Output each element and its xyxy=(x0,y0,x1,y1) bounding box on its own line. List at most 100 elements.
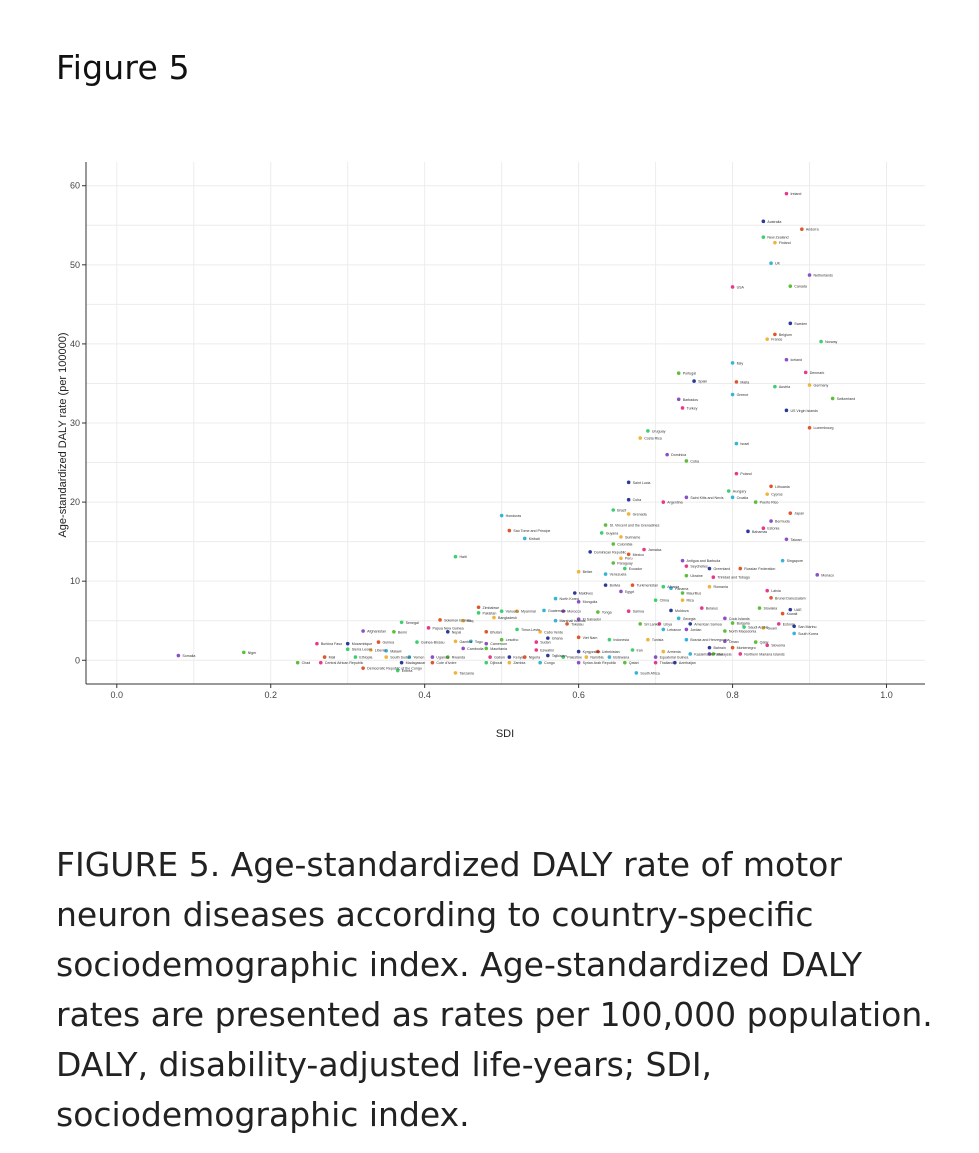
data-point xyxy=(684,459,689,463)
point-label: Viet Nam xyxy=(583,636,598,640)
point-label: Syrian Arab Republic xyxy=(583,661,617,665)
point-label: South Africa xyxy=(640,671,659,675)
data-point xyxy=(626,552,631,557)
data-point xyxy=(734,471,739,476)
point-label: Solomon Islands xyxy=(444,618,471,622)
data-point xyxy=(676,371,681,375)
data-point xyxy=(538,660,542,665)
point-label: Palestine xyxy=(567,656,582,660)
point-label: Canada xyxy=(794,285,807,289)
point-label: USA xyxy=(737,285,745,289)
point-label: Marshall Islands xyxy=(560,619,586,623)
data-point xyxy=(680,406,685,410)
data-point xyxy=(807,425,812,430)
data-point xyxy=(619,589,623,594)
data-point xyxy=(484,660,489,665)
point-label: Rwanda xyxy=(452,656,465,660)
point-label: Dominica xyxy=(671,453,686,457)
point-label: Grenada xyxy=(633,512,647,516)
data-point xyxy=(653,660,658,665)
data-point xyxy=(407,655,412,659)
point-label: Sudan xyxy=(540,641,550,645)
chart-svg: 0.0 0.2 0.4 0.6 0.8 1.0 0 10 20 30 40 50 60 Ireland A… xyxy=(57,162,925,740)
data-point xyxy=(553,618,558,623)
point-label: Qatar xyxy=(760,641,770,645)
point-label: St. Vincent and the Grenadines xyxy=(610,524,660,528)
y-tick-label: 50 xyxy=(70,260,80,270)
data-point xyxy=(565,622,569,626)
data-point xyxy=(707,652,712,656)
data-point xyxy=(707,645,712,650)
data-point xyxy=(469,639,473,644)
point-label: Egypt xyxy=(625,590,634,594)
data-point xyxy=(688,652,693,656)
point-label: Saint Lucia xyxy=(633,481,651,485)
data-point xyxy=(399,660,404,665)
point-label: Maldives xyxy=(579,592,593,596)
point-label: Malaysia xyxy=(717,652,731,656)
y-tick-label: 30 xyxy=(70,418,80,428)
data-point xyxy=(676,616,681,621)
point-label: Mauritania xyxy=(490,647,507,651)
data-point xyxy=(499,609,504,614)
point-label: China xyxy=(660,599,669,603)
point-label: Turkey xyxy=(687,406,698,410)
data-point xyxy=(623,566,627,571)
point-label: Sierra Leone xyxy=(352,648,373,652)
data-point xyxy=(588,550,592,554)
data-point xyxy=(669,586,673,591)
data-point xyxy=(738,566,743,571)
data-point xyxy=(522,655,527,659)
data-point xyxy=(807,383,812,387)
data-point xyxy=(596,610,600,614)
data-point xyxy=(692,379,696,383)
data-point xyxy=(788,284,793,288)
point-label: Gabon xyxy=(494,656,505,660)
point-label: Oman xyxy=(729,640,739,644)
data-point xyxy=(546,636,550,640)
point-label: Sao Tome and Principe xyxy=(513,529,550,533)
point-label: Tajikistan xyxy=(552,654,567,658)
point-label: Tokelau xyxy=(571,622,583,626)
point-label: Guinea xyxy=(382,641,394,645)
point-label: Niger xyxy=(248,651,257,655)
point-label: Senegal xyxy=(406,621,419,625)
data-point xyxy=(742,625,746,629)
point-label: Vanuatu xyxy=(506,610,519,614)
point-label: North Korea xyxy=(560,597,579,601)
data-point xyxy=(453,554,458,559)
data-point xyxy=(241,650,246,655)
data-point xyxy=(792,631,796,636)
point-label: Paraguay xyxy=(617,561,633,565)
data-point xyxy=(723,639,727,644)
point-label: Equatorial Guinea xyxy=(660,656,689,660)
point-label: Suriname xyxy=(625,535,640,539)
data-point xyxy=(576,617,581,621)
point-label: Argentina xyxy=(667,501,682,505)
point-label: Estonia xyxy=(783,622,795,626)
data-point xyxy=(295,660,300,665)
data-point xyxy=(784,191,789,196)
data-point xyxy=(761,235,766,239)
data-point xyxy=(576,660,581,665)
point-label: Poland xyxy=(740,472,751,476)
data-point xyxy=(484,641,489,646)
point-label: Mongolia xyxy=(583,600,598,604)
x-tick-label: 0.4 xyxy=(418,690,431,700)
point-label: Hungary xyxy=(733,490,747,494)
data-point xyxy=(730,285,735,289)
data-point xyxy=(788,321,793,326)
point-label: North Macedonia xyxy=(729,630,756,634)
point-label: Kazakhstan xyxy=(694,652,713,656)
y-tick-label: 40 xyxy=(70,339,80,349)
point-label: Bahamas xyxy=(752,530,767,534)
point-label: Croatia xyxy=(737,496,749,500)
data-point xyxy=(542,608,546,613)
data-point xyxy=(488,655,492,659)
point-label: Belgium xyxy=(779,333,792,337)
data-point xyxy=(711,652,716,656)
data-point xyxy=(788,607,793,612)
data-point xyxy=(638,436,643,440)
data-point xyxy=(730,392,735,397)
data-point xyxy=(507,528,512,533)
